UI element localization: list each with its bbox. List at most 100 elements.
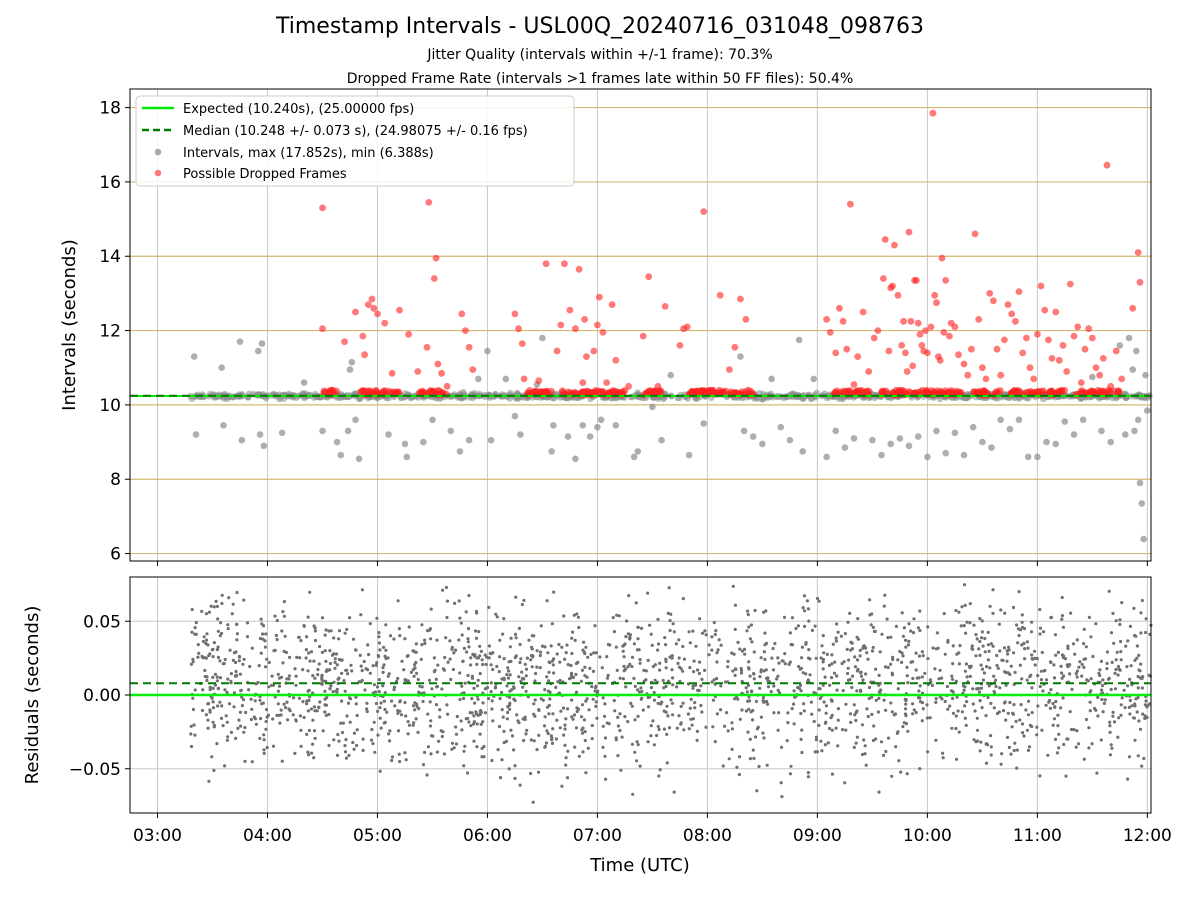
residual-point (863, 744, 867, 748)
residual-point (1010, 725, 1014, 729)
residual-point (776, 688, 780, 693)
dropped-frame-point (511, 310, 519, 318)
residual-point (377, 678, 381, 682)
dropped-frame-point (462, 327, 469, 334)
dropped-frame-point (443, 382, 451, 390)
residual-point (563, 727, 567, 731)
residuals-panel: 0.050.00−0.05 03:00 04:00 05:00 06:00 07:00 0… (22, 576, 1172, 876)
interval-point (403, 453, 411, 461)
residual-point (213, 683, 218, 687)
residual-point (1112, 720, 1117, 724)
residual-point (766, 685, 771, 689)
residual-point (459, 621, 463, 625)
residual-point (478, 732, 482, 736)
residual-point (999, 762, 1003, 766)
residual-point (522, 738, 526, 743)
residual-point (307, 728, 311, 733)
residual-point (191, 657, 195, 661)
residual-point (1036, 704, 1040, 708)
residual-point (836, 744, 840, 748)
residual-point (305, 732, 309, 737)
residual-point (576, 615, 581, 619)
residual-point (821, 657, 826, 662)
residual-point (1113, 687, 1117, 691)
residual-point (1042, 669, 1046, 673)
residual-point (631, 792, 635, 796)
residual-point (428, 724, 432, 728)
dropped-frame-point (924, 349, 931, 357)
residual-point (535, 748, 539, 752)
residual-point (400, 659, 404, 663)
residual-point (822, 651, 826, 655)
residual-point (547, 670, 551, 674)
dropped-frame-point (831, 389, 839, 397)
residual-point (226, 627, 230, 631)
dropped-frame-point (1037, 282, 1045, 290)
interval-point (344, 427, 352, 435)
residual-point (799, 666, 804, 670)
dropped-frame-point (1012, 317, 1019, 325)
residual-point (992, 674, 996, 678)
residual-point (672, 790, 676, 794)
residual-point (867, 685, 872, 690)
residual-point (941, 756, 945, 760)
interval-point (333, 438, 341, 446)
residual-point (316, 667, 320, 672)
residual-point (216, 629, 220, 633)
residual-point (636, 714, 640, 719)
dropped-frame-point (1088, 334, 1096, 342)
residual-point (864, 763, 868, 767)
residual-point (790, 707, 794, 711)
dropped-frame-point (625, 382, 632, 390)
residual-point (879, 688, 883, 692)
residual-point (679, 704, 683, 709)
residual-point (739, 671, 744, 675)
residual-point (465, 650, 469, 654)
residual-point (666, 714, 670, 718)
residual-point (421, 763, 426, 767)
residual-point (790, 616, 795, 620)
residual-point (374, 663, 378, 668)
legend-dropped-label: Possible Dropped Frames (183, 167, 347, 182)
residual-point (452, 651, 456, 655)
residual-point (398, 709, 402, 713)
residual-point (336, 733, 340, 737)
residual-point (489, 690, 493, 694)
residual-point (355, 713, 359, 718)
residual-point (1011, 605, 1016, 610)
residual-point (223, 657, 227, 662)
residual-point (912, 708, 916, 712)
interval-point (1006, 425, 1014, 433)
residual-point (351, 637, 356, 641)
residual-point (501, 715, 505, 719)
residual-point (212, 605, 216, 609)
residual-point (507, 660, 511, 664)
residual-point (265, 745, 269, 750)
residual-point (814, 735, 819, 739)
intervals-x-ticks (156, 561, 1148, 566)
residual-point (230, 612, 234, 616)
residual-point (721, 764, 725, 768)
legend-intervals-label: Intervals, max (17.852s), min (6.388s) (183, 146, 434, 161)
interval-point (1043, 438, 1050, 446)
residual-point (1049, 616, 1053, 620)
residual-point (297, 635, 301, 639)
residual-point (281, 610, 285, 614)
dropped-frame-point (1015, 288, 1023, 295)
residual-point (189, 662, 193, 666)
interval-point (517, 431, 524, 438)
dropped-frame-point (993, 345, 1001, 353)
interval-point (933, 427, 940, 435)
residual-point (248, 664, 252, 669)
residual-point (518, 783, 522, 787)
residual-point (208, 687, 212, 692)
residual-point (979, 663, 983, 667)
residual-point (382, 645, 386, 650)
residual-point (302, 623, 306, 628)
residual-point (638, 658, 642, 662)
residual-point (918, 696, 922, 700)
residual-point (245, 621, 250, 625)
residual-point (762, 736, 766, 740)
residual-point (513, 764, 517, 768)
residual-point (1087, 746, 1091, 750)
